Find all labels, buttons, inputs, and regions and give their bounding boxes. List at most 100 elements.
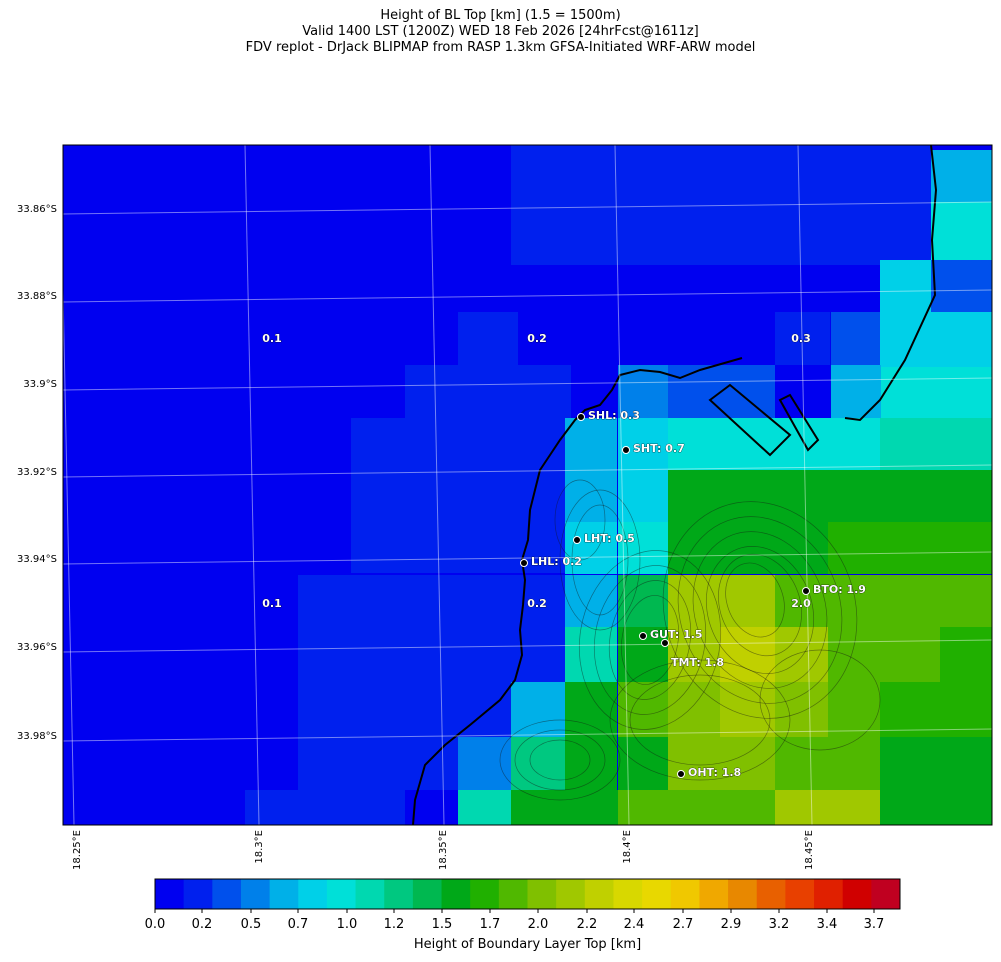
- colorbar-swatch: [355, 879, 385, 909]
- colorbar-swatch: [613, 879, 643, 909]
- station-label: SHL: 0.3: [588, 409, 640, 422]
- bl-top-heatmap: [63, 145, 992, 825]
- colorbar-tick-label: 1.5: [432, 917, 453, 932]
- station-dot: [802, 587, 810, 595]
- colorbar-swatch: [498, 879, 528, 909]
- colorbar-swatch: [212, 879, 242, 909]
- colorbar-swatch: [412, 879, 443, 909]
- colorbar-tick-label: 3.4: [817, 917, 838, 932]
- title-line-2: Valid 1400 LST (1200Z) WED 18 Feb 2026 […: [302, 24, 699, 39]
- colorbar-tick-label: 2.7: [673, 917, 694, 932]
- terrain-contours: [499, 479, 881, 801]
- station-label: TMT: 1.8: [671, 656, 724, 669]
- colorbar-swatch: [240, 879, 271, 909]
- colorbar-swatch: [384, 879, 414, 909]
- colorbar-frame: [154, 878, 901, 910]
- station-label: OHT: 1.8: [688, 766, 741, 779]
- station: LHL: 0.2: [520, 555, 582, 568]
- station-label: SHT: 0.7: [633, 442, 685, 455]
- lat-label: 33.9°S: [23, 379, 57, 390]
- station-label: GUT: 1.5: [650, 628, 703, 641]
- colorbar-tick-label: 1.7: [480, 917, 501, 932]
- colorbar-tick-label: 2.0: [528, 917, 549, 932]
- lon-label: 18.45°E: [804, 830, 815, 870]
- lat-label: 33.92°S: [17, 467, 57, 478]
- colorbar-swatch: [756, 879, 786, 909]
- colorbar-swatch: [556, 879, 586, 909]
- colorbar-tick-label: 3.2: [769, 917, 790, 932]
- colorbar-swatch: [785, 879, 815, 909]
- colorbar-swatch: [470, 879, 500, 909]
- colorbar-tick-label: 0.7: [288, 917, 309, 932]
- colorbar-swatch: [584, 879, 614, 909]
- station-label: LHT: 0.5: [584, 532, 635, 545]
- region-value-label: 2.0: [791, 597, 811, 610]
- station-dot: [677, 770, 685, 778]
- lat-label: 33.94°S: [17, 554, 57, 565]
- station: SHT: 0.7: [622, 442, 685, 455]
- station-dot: [520, 559, 528, 567]
- station-label: LHL: 0.2: [531, 555, 582, 568]
- station: SHL: 0.3: [577, 409, 640, 422]
- station-dot: [577, 413, 585, 421]
- colorbar-swatch: [842, 879, 872, 909]
- region-value-label: 0.2: [527, 597, 547, 610]
- colorbar-label: Height of Boundary Layer Top [km]: [414, 937, 641, 952]
- lon-label: 18.35°E: [438, 830, 449, 870]
- station-dot: [573, 536, 581, 544]
- colorbar-swatch: [527, 879, 557, 909]
- lon-label: 18.3°E: [254, 830, 265, 864]
- region-value-label: 0.1: [262, 597, 282, 610]
- colorbar-swatch: [298, 879, 328, 909]
- coastline: [412, 145, 938, 825]
- colorbar-swatch: [814, 879, 844, 909]
- colorbar-swatch: [871, 879, 901, 909]
- colorbar-swatch: [441, 879, 471, 909]
- colorbar-tick-label: 2.4: [624, 917, 645, 932]
- lat-label: 33.88°S: [17, 291, 57, 302]
- station-label: BTO: 1.9: [813, 583, 866, 596]
- colorbar-swatch: [326, 879, 357, 909]
- longitude-tick-labels: 18.25°E 18.3°E 18.35°E 18.4°E 18.45°E: [72, 830, 815, 870]
- colorbar-swatch: [642, 879, 672, 909]
- colorbar-tick-label: 0.2: [192, 917, 213, 932]
- latitude-tick-labels: 33.86°S 33.88°S 33.9°S 33.92°S 33.94°S 33.96°…: [17, 204, 57, 742]
- colorbar-tick-label: 1.0: [337, 917, 358, 932]
- title-line-1: Height of BL Top [km] (1.5 = 1500m): [380, 8, 621, 23]
- station: GUT: 1.5: [639, 628, 703, 641]
- colorbar-swatch: [155, 879, 185, 909]
- colorbar-swatch: [728, 879, 758, 909]
- region-value-label: 0.1: [262, 332, 282, 345]
- lat-label: 33.96°S: [17, 642, 57, 653]
- station: BTO: 1.9: [802, 583, 866, 596]
- region-value-label: 0.3: [791, 332, 811, 345]
- colorbar-tick-label: 2.2: [577, 917, 598, 932]
- station-dot: [661, 639, 669, 647]
- station: OHT: 1.8: [677, 766, 741, 779]
- lon-label: 18.4°E: [622, 830, 633, 864]
- station-dot: [639, 632, 647, 640]
- colorbar-swatch: [183, 879, 213, 909]
- colorbar-tick-label: 0.0: [145, 917, 166, 932]
- colorbar: 0.0 0.2 0.5 0.7 1.0 1.2 1.5 1.7 2.0 2.2 2.4 2.7 2.9 3…: [145, 878, 901, 952]
- colorbar-swatch: [269, 879, 299, 909]
- colorbar-swatch: [699, 879, 729, 909]
- lat-label: 33.98°S: [17, 731, 57, 742]
- lon-label: 18.25°E: [72, 830, 83, 870]
- colorbar-tick-label: 0.5: [241, 917, 262, 932]
- map-frame: [62, 144, 993, 826]
- region-value-labels: 0.1 0.2 0.3 0.1 0.2 2.0: [262, 332, 811, 611]
- station: LHT: 0.5: [573, 532, 635, 545]
- lat-lon-gridlines: [63, 145, 992, 825]
- title-line-3: FDV replot - DrJack BLIPMAP from RASP 1.…: [245, 40, 756, 55]
- lat-label: 33.86°S: [17, 204, 57, 215]
- colorbar-tick-label: 1.2: [384, 917, 405, 932]
- colorbar-tick-label: 2.9: [721, 917, 742, 932]
- station-dot: [622, 446, 630, 454]
- station: TMT: 1.8: [661, 639, 724, 669]
- colorbar-swatch: [670, 879, 700, 909]
- region-value-label: 0.2: [527, 332, 547, 345]
- colorbar-tick-label: 3.7: [864, 917, 885, 932]
